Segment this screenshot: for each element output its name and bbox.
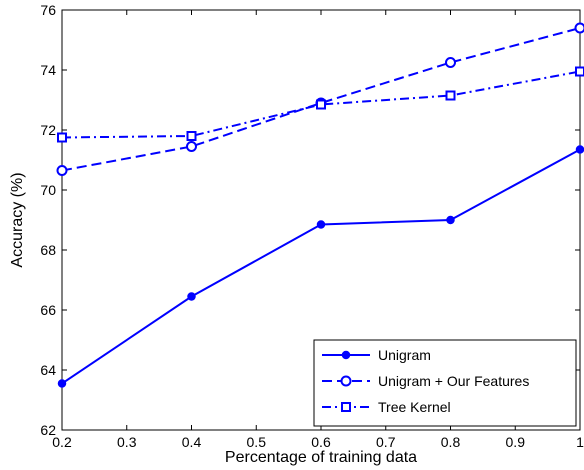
- y-tick-label: 66: [40, 302, 56, 318]
- data-point-marker: [445, 57, 456, 68]
- data-point-marker: [187, 292, 196, 301]
- y-tick-label: 64: [40, 362, 56, 378]
- data-point-marker: [56, 165, 68, 176]
- legend-label: Tree Kernel: [378, 399, 451, 415]
- x-tick-label: 0.4: [182, 434, 202, 450]
- legend-entry: Unigram + Our Features: [322, 373, 529, 389]
- data-point-marker: [341, 350, 351, 360]
- axis-ticks: [61, 9, 581, 431]
- y-tick-label: 76: [40, 2, 56, 18]
- tick-labels: 0.2 0.3 0.4 0.5 0.6 0.7 0.8 0.9 1 62 64 66 68 70 72 74 7…: [40, 2, 584, 450]
- data-point-marker: [446, 215, 455, 225]
- data-point-marker: [575, 145, 584, 154]
- legend-label: Unigram + Our Features: [378, 373, 529, 389]
- legend-entry: Tree Kernel: [322, 399, 451, 415]
- y-axis-label: Accuracy (%): [9, 172, 26, 267]
- series-1: [57, 145, 584, 388]
- data-point-marker: [316, 99, 326, 110]
- data-point-marker: [575, 66, 584, 77]
- series-3: [57, 66, 584, 143]
- y-tick-label: 70: [40, 182, 56, 198]
- data-point-marker: [341, 402, 351, 412]
- legend-entry: Unigram: [322, 347, 431, 363]
- legend-label: Unigram: [378, 347, 431, 363]
- x-tick-label: 0.2: [52, 434, 72, 450]
- x-tick-label: 0.7: [376, 434, 396, 450]
- x-tick-label: 0.8: [441, 434, 461, 450]
- y-tick-label: 72: [40, 122, 56, 138]
- x-axis-label: Percentage of training data: [225, 449, 417, 466]
- y-tick-label: 62: [40, 422, 56, 438]
- data-point-marker: [57, 379, 67, 388]
- data-point-marker: [445, 90, 456, 101]
- series-layer: [56, 22, 584, 388]
- y-tick-label: 68: [40, 242, 56, 258]
- data-point-marker: [186, 131, 197, 141]
- x-tick-label: 0.5: [247, 434, 267, 450]
- x-tick-label: 0.3: [117, 434, 137, 450]
- data-point-marker: [340, 375, 352, 387]
- x-tick-label: 0.6: [311, 434, 331, 450]
- x-tick-label: 1: [576, 434, 584, 450]
- x-tick-label: 0.9: [506, 434, 526, 450]
- data-point-marker: [316, 220, 326, 229]
- data-point-marker: [57, 132, 67, 143]
- legend: Unigram Unigram + Our Features Tree Kernel: [313, 339, 577, 427]
- data-point-marker: [186, 141, 197, 152]
- data-point-marker: [574, 22, 584, 34]
- y-tick-label: 74: [40, 62, 56, 78]
